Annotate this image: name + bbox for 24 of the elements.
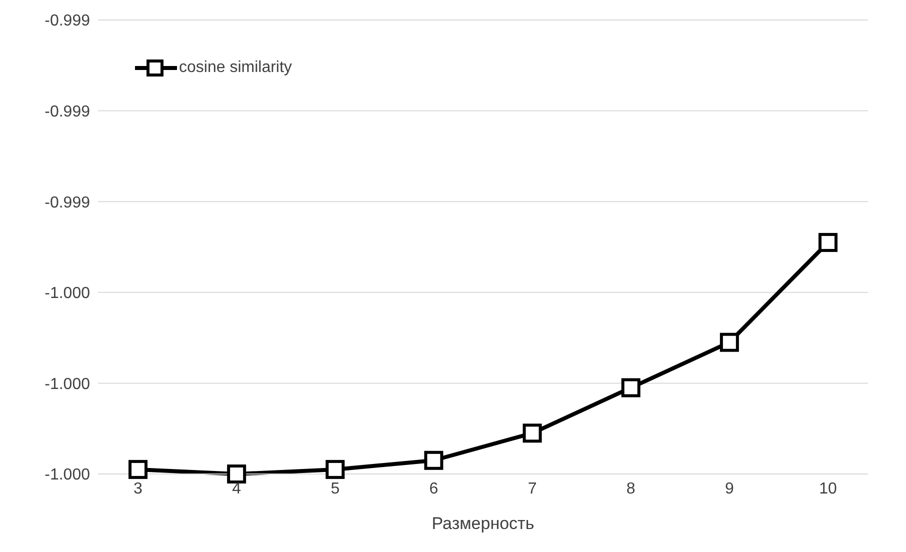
point bbox=[326, 460, 345, 479]
point bbox=[621, 378, 640, 398]
legend-label: cosine similarity bbox=[179, 59, 292, 77]
x-tick-label: 7 bbox=[528, 480, 537, 498]
point bbox=[128, 460, 148, 479]
x-tick-label: 9 bbox=[724, 480, 734, 498]
y-tick-label: -0.999 bbox=[44, 12, 90, 30]
x-tick-label: 6 bbox=[429, 480, 438, 498]
y-tick-label: -1.000 bbox=[44, 376, 90, 393]
x-tick-label: 5 bbox=[330, 480, 340, 498]
point bbox=[522, 424, 542, 443]
y-tick-label: -1.000 bbox=[44, 466, 90, 484]
x-tick-label: 8 bbox=[626, 480, 636, 498]
point bbox=[424, 450, 444, 470]
x-tick-label: 4 bbox=[232, 480, 242, 498]
point bbox=[227, 464, 246, 484]
x-tick-label: 10 bbox=[819, 480, 837, 498]
y-tick-label: -1.000 bbox=[44, 285, 90, 302]
x-tick-label: 3 bbox=[134, 480, 143, 498]
y-tick-label: -0.999 bbox=[44, 103, 90, 120]
point bbox=[818, 232, 838, 252]
y-tick-label: -0.999 bbox=[44, 194, 90, 212]
point bbox=[720, 332, 739, 352]
x-axis-title: Размерность bbox=[432, 514, 534, 533]
